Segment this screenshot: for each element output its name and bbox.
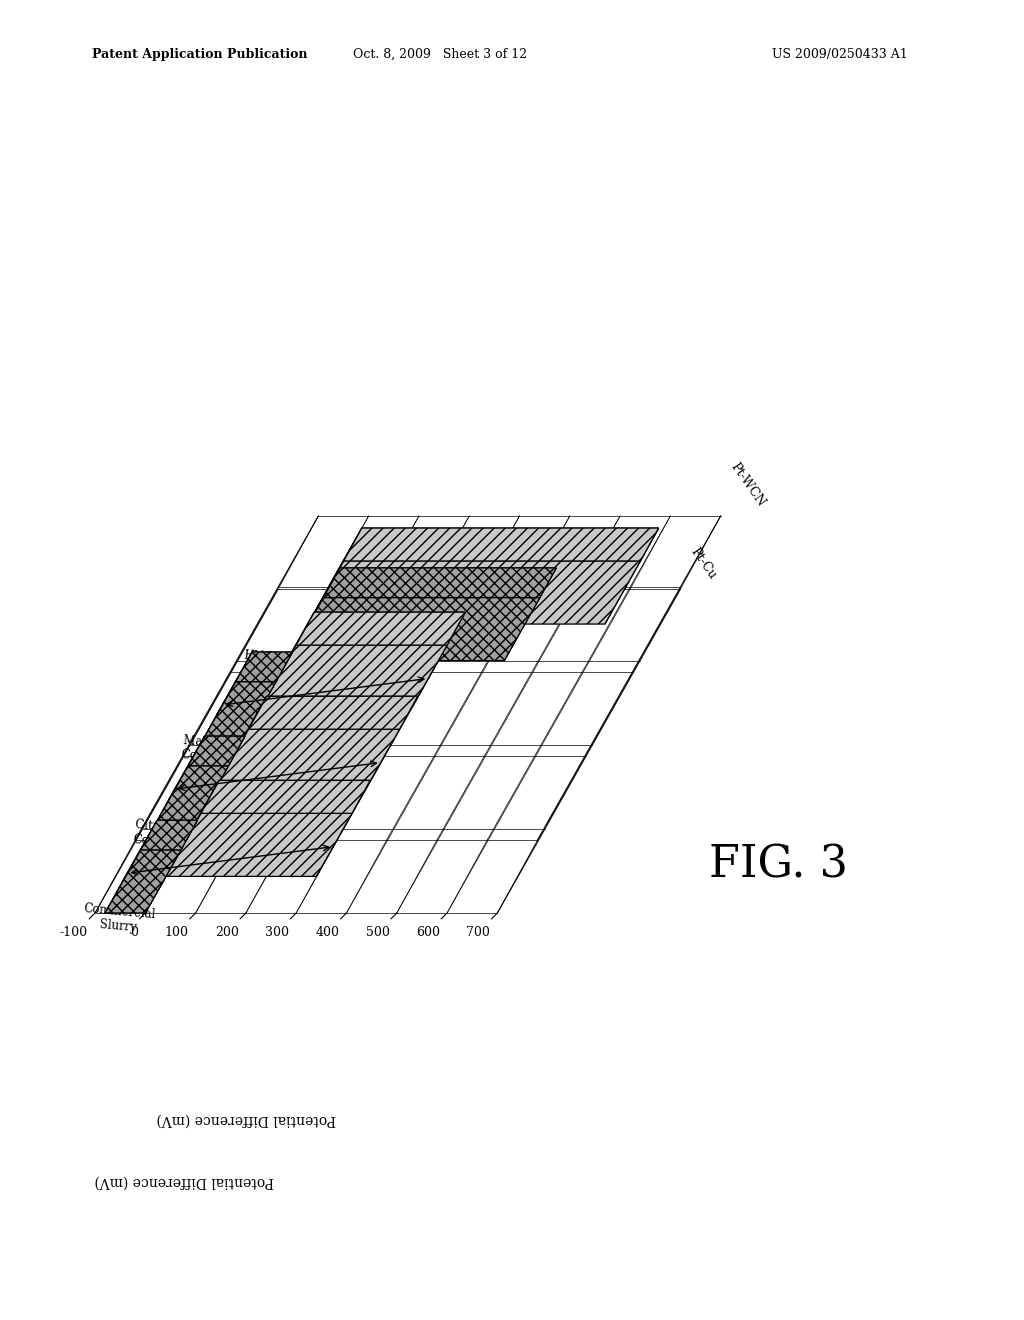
Polygon shape xyxy=(183,780,370,843)
Polygon shape xyxy=(260,645,447,708)
Polygon shape xyxy=(153,766,228,829)
Text: Pt-Cu: Pt-Cu xyxy=(688,545,719,582)
Polygon shape xyxy=(141,820,198,850)
Polygon shape xyxy=(308,561,640,624)
Polygon shape xyxy=(605,528,658,624)
Text: Oct. 8, 2009   Sheet 3 of 12: Oct. 8, 2009 Sheet 3 of 12 xyxy=(353,48,527,61)
Polygon shape xyxy=(344,528,658,561)
Text: 300: 300 xyxy=(265,927,289,939)
Polygon shape xyxy=(316,780,370,876)
Polygon shape xyxy=(231,696,418,759)
Text: Potential Difference (mV): Potential Difference (mV) xyxy=(156,1111,336,1126)
Polygon shape xyxy=(288,598,540,660)
Text: 600: 600 xyxy=(416,927,439,939)
Text: 700: 700 xyxy=(466,927,490,939)
Text: -100: -100 xyxy=(59,927,88,939)
Polygon shape xyxy=(105,820,157,913)
Polygon shape xyxy=(279,612,465,676)
Polygon shape xyxy=(327,528,658,591)
Text: Commercial
Slurry: Commercial Slurry xyxy=(82,902,157,936)
Polygon shape xyxy=(201,780,370,813)
Polygon shape xyxy=(145,820,198,913)
Text: 100: 100 xyxy=(164,927,188,939)
Polygon shape xyxy=(213,696,267,792)
Text: 400: 400 xyxy=(315,927,339,939)
Polygon shape xyxy=(201,681,276,744)
Text: 500: 500 xyxy=(366,927,389,939)
Polygon shape xyxy=(193,737,245,829)
Polygon shape xyxy=(236,652,293,681)
Text: Patent Application Publication: Patent Application Publication xyxy=(92,48,307,61)
Polygon shape xyxy=(364,696,418,792)
Polygon shape xyxy=(241,652,293,744)
Polygon shape xyxy=(166,780,219,876)
Text: Pt-WCN: Pt-WCN xyxy=(728,459,768,508)
Text: 200: 200 xyxy=(215,927,239,939)
Text: HNO3
Based: HNO3 Based xyxy=(242,649,282,681)
Polygon shape xyxy=(105,850,181,913)
Text: US 2009/0250433 A1: US 2009/0250433 A1 xyxy=(772,48,907,61)
Polygon shape xyxy=(169,737,245,799)
Polygon shape xyxy=(412,612,465,708)
Polygon shape xyxy=(504,568,556,660)
Text: FIG. 3: FIG. 3 xyxy=(709,843,848,886)
Polygon shape xyxy=(308,528,361,624)
Polygon shape xyxy=(288,568,340,660)
Text: Malic Acid
Containing: Malic Acid Containing xyxy=(180,734,248,767)
Polygon shape xyxy=(188,737,245,766)
Polygon shape xyxy=(324,568,556,598)
Text: 0: 0 xyxy=(130,927,138,939)
Polygon shape xyxy=(249,696,418,729)
Polygon shape xyxy=(216,652,293,715)
Polygon shape xyxy=(153,737,205,829)
Text: Citric Acid
Containing: Citric Acid Containing xyxy=(133,817,201,851)
Text: Potential Difference (mV): Potential Difference (mV) xyxy=(94,1175,274,1188)
Polygon shape xyxy=(260,612,314,708)
Polygon shape xyxy=(296,612,465,645)
Polygon shape xyxy=(122,820,198,883)
Polygon shape xyxy=(213,729,399,792)
Polygon shape xyxy=(304,568,556,631)
Polygon shape xyxy=(201,652,252,744)
Polygon shape xyxy=(166,813,352,876)
